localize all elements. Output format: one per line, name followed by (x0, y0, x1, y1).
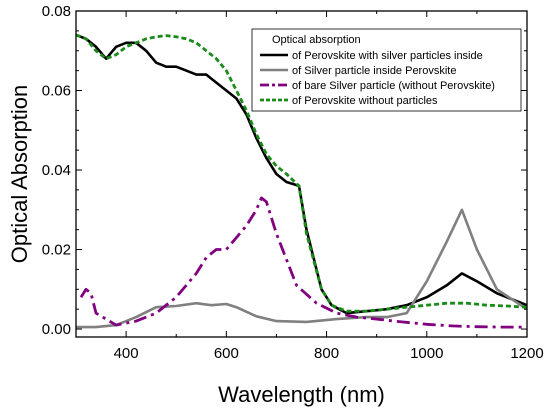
legend: Optical absorption of Perovskite with si… (251, 28, 522, 112)
legend-label-1: of Perovskite with silver particles insi… (292, 50, 483, 62)
y-tick-label: 0.08 (42, 3, 71, 20)
plot-frame (75, 10, 528, 338)
y-tick-label: 0.04 (42, 162, 71, 179)
plot-lines (75, 33, 528, 329)
series-line-1 (75, 33, 528, 315)
x-axis: 400 600 800 1000 1200 (75, 11, 544, 362)
legend-box (251, 28, 522, 112)
y-tick-label: 0.02 (42, 242, 71, 259)
x-tick-label: 600 (214, 345, 239, 362)
legend-label-3: of bare Silver particle (without Perovsk… (292, 80, 495, 92)
series-line-4 (75, 33, 528, 313)
series-line-3 (79, 196, 527, 329)
x-tick-label: 1200 (510, 345, 543, 362)
y-tick-label: 0.06 (42, 83, 71, 100)
legend-label-2: of Silver particle inside Perovskite (292, 65, 456, 77)
x-tick-label: 1000 (410, 345, 443, 362)
y-axis-title: Optical Absorption (7, 85, 32, 264)
legend-label-4: of Perovskite without particles (292, 95, 438, 107)
x-tick-label: 400 (114, 345, 139, 362)
legend-title: Optical absorption (272, 34, 361, 46)
y-axis: 0.00 0.02 0.04 0.06 0.08 (42, 3, 527, 338)
series-line-2 (76, 208, 528, 329)
x-tick-label: 800 (314, 345, 339, 362)
x-axis-title: Wavelength (nm) (218, 382, 385, 407)
y-tick-label: 0.00 (42, 321, 71, 338)
